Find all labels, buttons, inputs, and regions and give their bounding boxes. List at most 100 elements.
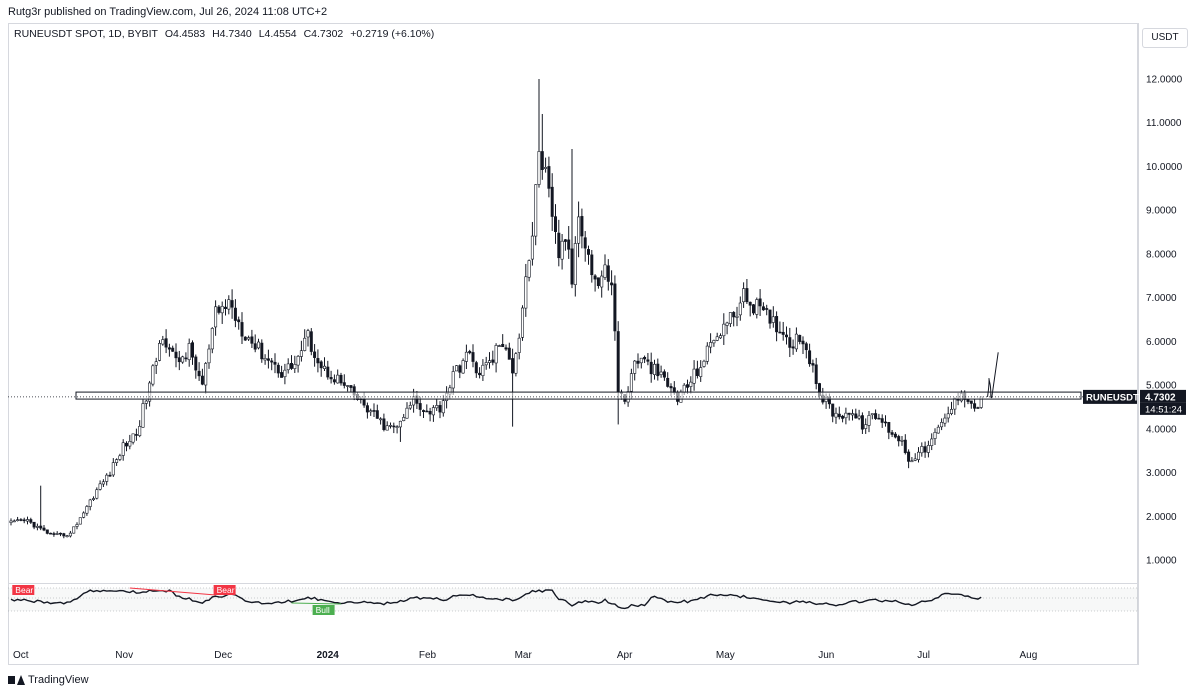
price-axis[interactable]: 12.0000 11.0000 10.0000 9.0000 8.0000 7.0000 6… (1146, 75, 1183, 567)
candle-body (761, 306, 765, 311)
candle-body (75, 524, 79, 527)
candle-body (286, 363, 290, 371)
candle-body (326, 366, 330, 378)
candle-body (725, 322, 729, 326)
candle-body (798, 334, 802, 342)
candle-body (907, 451, 911, 462)
candle-body (425, 410, 429, 413)
candle-body (293, 364, 297, 369)
candle-body (362, 399, 366, 406)
candle-body (864, 424, 868, 429)
support-zone[interactable] (75, 391, 1082, 400)
candle-body (441, 400, 445, 414)
candle-body (32, 521, 36, 528)
candle-body (266, 358, 270, 361)
candle-body (9, 520, 13, 523)
currency-button[interactable]: USDT (1142, 28, 1188, 48)
candle-body (715, 336, 719, 341)
candle-body (270, 360, 274, 363)
osc-band (8, 588, 1138, 611)
candle-body (590, 254, 594, 276)
candle-body (497, 345, 501, 347)
candle-body (372, 410, 376, 412)
projection-path[interactable] (987, 352, 999, 399)
candle-body (765, 308, 769, 310)
candle-body (125, 442, 129, 447)
candle-body (134, 434, 138, 436)
footer-brand[interactable]: TradingView (28, 674, 89, 686)
candle-body (207, 348, 211, 364)
candle-body (689, 381, 693, 387)
candle-body (916, 451, 920, 460)
candle-body (804, 343, 808, 351)
candle-body (309, 331, 313, 352)
candle-body (530, 235, 534, 260)
candle-body (511, 358, 515, 374)
candle-body (349, 385, 353, 388)
candle-body (283, 369, 287, 378)
candle-body (923, 446, 927, 453)
candle-body (49, 532, 53, 535)
time-axis[interactable]: Oct Nov Dec 2024 Feb Mar Apr May Jun Jul Aug (13, 650, 1037, 661)
projection-curve (987, 352, 999, 399)
candle-body (16, 519, 20, 522)
candle-body (29, 519, 33, 523)
candle-body (695, 368, 699, 377)
candle-body (867, 415, 871, 426)
candle-body (342, 382, 346, 386)
candle-body (520, 307, 524, 338)
candle-body (62, 533, 66, 537)
osc-label-text: Bear (15, 585, 33, 595)
candle-body (649, 361, 653, 375)
candle-body (118, 455, 122, 460)
candle-body (758, 298, 762, 307)
candle-body (534, 184, 538, 237)
candle-body (514, 353, 518, 374)
candle-body (217, 306, 221, 313)
candle-body (72, 526, 76, 534)
candle-body (375, 410, 379, 419)
candle-body (946, 413, 950, 419)
candle-body (408, 405, 412, 409)
candle-body (39, 525, 43, 529)
candle-body (883, 421, 887, 424)
price-badge: RUNEUSDT 4.7302 14:51:24 (8, 389, 1186, 415)
candle-body (926, 445, 930, 453)
open-value: O4.4583 (164, 28, 206, 40)
candle-body (616, 331, 620, 393)
osc-label-bg (12, 585, 35, 595)
candle-body (656, 363, 660, 377)
symbol-label[interactable]: RUNEUSDT SPOT, 1D, BYBIT (14, 28, 158, 40)
y-tick-label: 10.0000 (1146, 162, 1183, 173)
y-tick-label: 8.0000 (1146, 249, 1177, 260)
pane-separator[interactable] (8, 583, 1138, 584)
candle-body (567, 239, 571, 250)
candle-body (319, 361, 323, 369)
candle-body (171, 347, 175, 352)
candle-body (844, 412, 848, 419)
candle-body (877, 417, 881, 420)
candle-body (732, 312, 736, 318)
candle-body (42, 527, 46, 531)
candle-body (402, 417, 406, 421)
candle-body (949, 409, 953, 414)
candle-body (468, 351, 472, 354)
candle-body (230, 300, 234, 308)
candle-body (900, 439, 904, 442)
candle-body (276, 364, 280, 374)
candle-body (471, 352, 475, 362)
candle-body (454, 365, 458, 372)
candle-body (65, 535, 69, 538)
candle-body (487, 360, 491, 363)
candle-body (794, 333, 798, 350)
candle-body (936, 426, 940, 434)
candle-body (699, 367, 703, 377)
candle-body (256, 341, 260, 349)
badge-symbol-bg (1083, 389, 1137, 404)
candle-body (458, 365, 462, 373)
candle-body (464, 351, 468, 362)
candle-body (553, 216, 557, 232)
candle-body (329, 377, 333, 380)
candle-body (517, 337, 521, 353)
